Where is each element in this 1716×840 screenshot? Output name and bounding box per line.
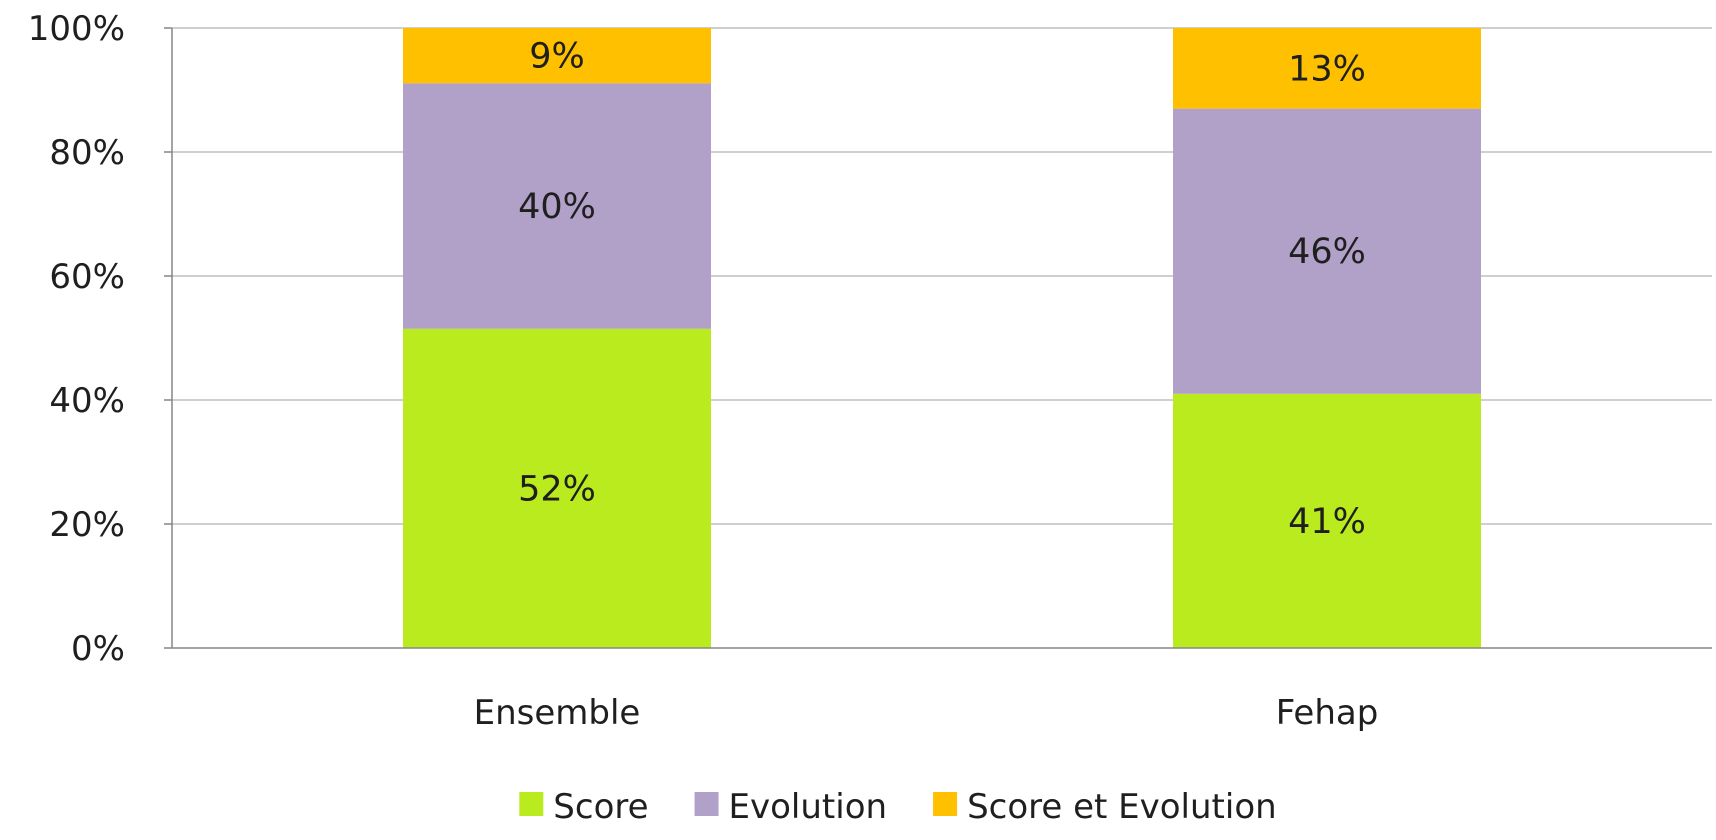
- bar-segment-score-ensemble: [403, 328, 711, 648]
- legend-item-score: Score: [519, 787, 649, 827]
- y-tick-label: 40%: [49, 381, 125, 421]
- y-tick-label: 80%: [49, 133, 125, 173]
- data-label: 46%: [1288, 232, 1366, 272]
- y-tick-label: 0%: [71, 629, 125, 669]
- legend-swatch: [933, 792, 958, 816]
- bar-segment-score-fehap: [1173, 393, 1481, 648]
- data-label: 52%: [518, 469, 596, 509]
- legend-swatch: [694, 792, 719, 816]
- x-tick-label: Ensemble: [474, 693, 641, 733]
- bars: [403, 28, 1481, 648]
- bar-segment-evolution-fehap: [1173, 108, 1481, 394]
- y-tick-label: 60%: [49, 257, 125, 297]
- y-tick-label: 100%: [28, 9, 125, 49]
- bar-segment-score-et-evolution-ensemble: [403, 28, 711, 84]
- legend-swatch: [519, 792, 544, 816]
- axes: 0% 20% 40% 60% 80% 100% Ensemble Fehap: [28, 9, 1712, 733]
- data-label: 13%: [1288, 49, 1366, 89]
- x-tick-label: Fehap: [1276, 693, 1379, 733]
- y-tick-label: 20%: [49, 505, 125, 545]
- legend-item-evolution: Evolution: [694, 787, 888, 827]
- data-labels: 52% 40% 9% 41% 46% 13%: [518, 37, 1366, 542]
- legend-item-score-et-evolution: Score et Evolution: [933, 787, 1277, 827]
- bar-segment-evolution-ensemble: [403, 83, 711, 329]
- legend-label: Evolution: [729, 787, 888, 827]
- data-label: 40%: [518, 187, 596, 227]
- bar-segment-score-et-evolution-fehap: [1173, 28, 1481, 109]
- data-label: 9%: [529, 37, 585, 77]
- legend-label: Score et Evolution: [967, 787, 1277, 827]
- legend: Score Evolution Score et Evolution: [519, 787, 1277, 827]
- legend-label: Score: [553, 787, 648, 827]
- data-label: 41%: [1288, 502, 1366, 542]
